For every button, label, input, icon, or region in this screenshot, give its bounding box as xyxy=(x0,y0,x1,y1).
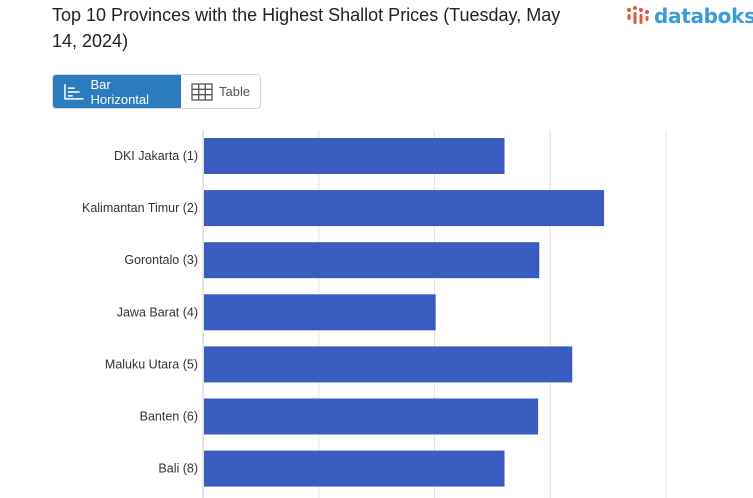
logo-mark-icon xyxy=(627,6,649,24)
bar[interactable] xyxy=(204,242,540,279)
tab-bar-horizontal[interactable]: Bar Horizontal xyxy=(53,75,181,108)
category-label: Gorontalo (3) xyxy=(124,253,198,267)
logo-text: databoks xyxy=(654,4,753,28)
tab-table-label: Table xyxy=(219,84,251,99)
bar[interactable] xyxy=(204,346,573,383)
category-label: Bali (8) xyxy=(158,462,198,476)
category-label: Banten (6) xyxy=(140,410,198,424)
bar[interactable] xyxy=(204,190,605,227)
bar-chart-icon xyxy=(64,83,84,100)
bar[interactable] xyxy=(204,138,505,174)
view-tabs: Bar Horizontal Table xyxy=(52,74,262,109)
tab-bar-horizontal-label: Bar Horizontal xyxy=(90,76,150,107)
chart-title: Top 10 Provinces with the Highest Shallo… xyxy=(52,5,561,51)
category-label: Jawa Barat (4) xyxy=(117,305,198,319)
bar[interactable] xyxy=(204,294,436,331)
bar[interactable] xyxy=(204,450,505,487)
databoks-logo[interactable]: databoks xyxy=(626,4,753,28)
table-grid-icon xyxy=(191,82,213,101)
tab-table[interactable]: Table xyxy=(181,75,260,108)
bar[interactable] xyxy=(204,398,539,435)
category-label: DKI Jakarta (1) xyxy=(114,149,198,163)
category-label: Kalimantan Timur (2) xyxy=(82,201,198,215)
category-label: Maluku Utara (5) xyxy=(105,357,198,371)
